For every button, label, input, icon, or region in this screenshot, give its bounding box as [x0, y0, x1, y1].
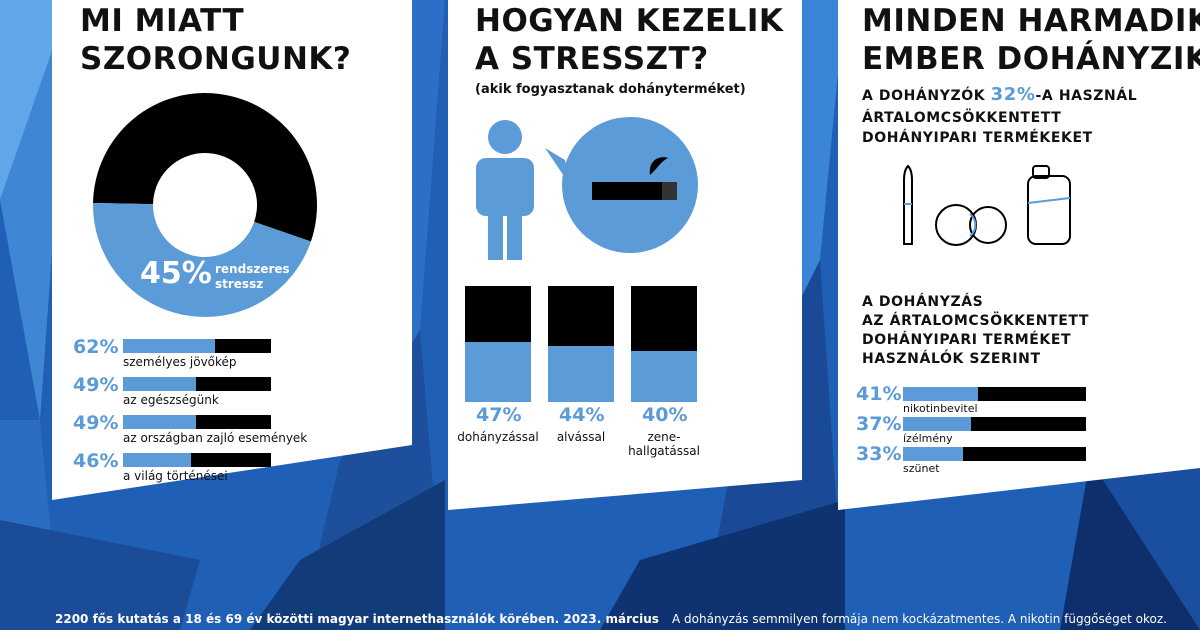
panel1-bar-fill	[123, 453, 192, 467]
person-icon	[476, 120, 534, 260]
panel2-subtitle: (akik fogyasztanak dohányterméket)	[475, 82, 746, 97]
panel1-bar-value: 49%	[73, 374, 119, 396]
panel3-bar-fill	[903, 417, 971, 431]
donut-label-line2: stressz	[215, 277, 264, 291]
panel2-title-line1: HOGYAN KEZELIK	[475, 3, 784, 39]
panel2-column-value: 44%	[559, 404, 605, 426]
panel1-bar	[123, 377, 271, 391]
panel3-bar	[903, 417, 1086, 431]
donut-segment-stress	[93, 203, 311, 318]
panel2-column	[631, 286, 697, 402]
footer-right: A dohányzás semmilyen formája nem kockáz…	[672, 612, 1167, 626]
donut-chart	[93, 93, 317, 318]
panel2-column	[548, 286, 614, 402]
panel3-bar-label: szünet	[903, 462, 940, 475]
panel2-column-fill	[465, 342, 531, 402]
panel2-column	[465, 286, 531, 402]
panel3-title-line1: MINDEN HARMADIK	[862, 3, 1200, 39]
panel3-section-line3: DOHÁNYIPARI TERMÉKET	[862, 332, 1072, 348]
panel3-stat-value: 32%	[990, 84, 1036, 105]
panel3-bar-value: 41%	[856, 383, 902, 405]
panel1-bar-label: személyes jövőkép	[123, 355, 237, 369]
panel2-column-value: 40%	[642, 404, 688, 426]
panel1-bar-fill	[123, 377, 196, 391]
panel2-title-line2: A STRESSZT?	[475, 41, 709, 77]
panel3-bar	[903, 447, 1086, 461]
panel3-section-line4: HASZNÁLÓK SZERINT	[862, 351, 1041, 367]
panel2-column-label-line2: hallgatással	[628, 444, 700, 458]
panel1-title-line2: SZORONGUNK?	[80, 41, 352, 77]
panel1-bar-fill	[123, 415, 196, 429]
speech-bubble-icon	[545, 117, 698, 253]
panel-2-shape	[448, 0, 802, 510]
panel1-bar-label: az egészségünk	[123, 393, 219, 407]
panel1-bar-label: az országban zajló események	[123, 431, 308, 445]
donut-value: 45%	[140, 256, 212, 291]
panel3-section-line1: A DOHÁNYZÁS	[862, 294, 984, 310]
panel1-bar-fill	[123, 339, 215, 353]
panel2-column-fill	[631, 351, 697, 402]
donut-segment-other	[93, 93, 317, 242]
panel1-title-line1: MI MIATT	[80, 3, 245, 39]
panel1-bar	[123, 339, 271, 353]
e-cigarette-icon	[1027, 165, 1071, 245]
panel3-stat-prefix: A DOHÁNYZÓK	[862, 88, 991, 104]
panel3-bar-label: nikotinbevitel	[903, 402, 978, 415]
panel2-column-value: 47%	[476, 404, 522, 426]
panel1-bar-value: 46%	[73, 450, 119, 472]
nicotine-pouch-icon	[935, 204, 1007, 246]
panel3-bar-label: ízélmény	[903, 432, 953, 445]
panel2-column-label-line1: dohányzással	[457, 430, 539, 444]
panel1-bar	[123, 453, 271, 467]
panel1-bar	[123, 415, 271, 429]
heated-tobacco-device-icon	[903, 164, 913, 245]
panel1-bar-value: 62%	[73, 336, 119, 358]
panel-3-shape	[838, 0, 1200, 510]
panel2-column-fill	[548, 346, 614, 402]
panel3-stat-line2: ÁRTALOMCSÖKKENTETT	[862, 110, 1062, 126]
panel3-stat-suffix: -A HASZNÁL	[1035, 88, 1138, 104]
panel3-stat-line3: DOHÁNYIPARI TERMÉKEKET	[862, 130, 1093, 146]
panel3-bar	[903, 387, 1086, 401]
panel3-bar-value: 33%	[856, 443, 902, 465]
panel3-bar-fill	[903, 387, 979, 401]
panel3-stat-line1: A DOHÁNYZÓK 32%-A HASZNÁL	[862, 85, 1137, 106]
panel3-bar-value: 37%	[856, 413, 902, 435]
footer-left: 2200 fős kutatás a 18 és 69 év közötti m…	[55, 612, 659, 626]
donut-label-line1: rendszeres	[215, 262, 290, 276]
panel3-title-line2: EMBER DOHÁNYZIK	[862, 41, 1200, 77]
panel1-bar-value: 49%	[73, 412, 119, 434]
panel3-section-line2: AZ ÁRTALOMCSÖKKENTETT	[862, 313, 1090, 329]
panel3-bar-fill	[903, 447, 964, 461]
panel1-bar-label: a világ történései	[123, 469, 228, 483]
panel2-column-label-line1: zene-	[647, 430, 681, 444]
panel2-column-label-line1: alvással	[556, 430, 606, 444]
